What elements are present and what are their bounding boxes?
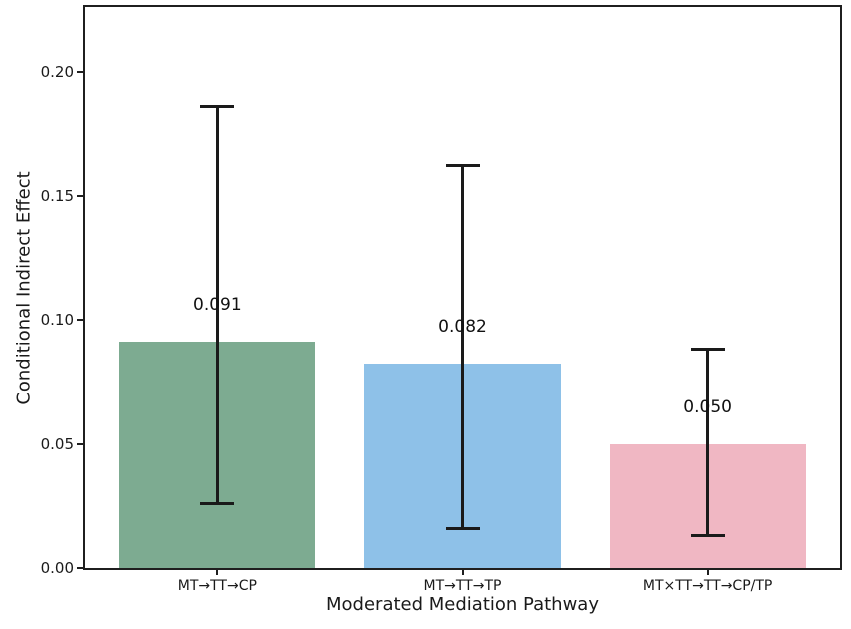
x-tick-mark-1 [216, 570, 219, 575]
x-axis-title: Moderated Mediation Pathway [326, 594, 599, 615]
y-axis-title-text: Conditional Indirect Effect [13, 171, 35, 405]
error-bar-stem-2 [461, 165, 464, 529]
error-bar-cap-top-2 [445, 164, 480, 168]
y-tick-mark-0.20 [77, 70, 83, 73]
error-bar-stem-3 [706, 349, 710, 536]
error-bar-cap-bottom-1 [200, 501, 235, 505]
x-tick-label-1: MT→TT→CP [177, 578, 257, 594]
error-bar-cap-top-3 [690, 348, 725, 352]
y-tick-label-0.00: 0.00 [40, 559, 74, 577]
bar-value-label-2: 0.082 [438, 317, 487, 338]
plot-area: 0.091 0.082 0.050 [83, 5, 842, 570]
y-tick-mark-0.00 [77, 567, 83, 569]
error-bar-cap-top-1 [200, 104, 235, 108]
y-tick-mark-0.15 [77, 194, 83, 197]
y-tick-label-0.20: 0.20 [40, 62, 74, 81]
x-tick-label-2: MT→TT→TP [423, 578, 502, 594]
y-tick-mark-0.05 [77, 442, 83, 445]
bar-value-label-1: 0.091 [193, 295, 242, 316]
y-tick-label-0.15: 0.15 [40, 186, 74, 205]
x-tick-mark-2 [461, 570, 464, 575]
error-bar-cap-bottom-3 [690, 534, 725, 538]
x-tick-mark-3 [706, 570, 709, 575]
error-bar-stem-1 [215, 106, 219, 504]
y-tick-label-0.05: 0.05 [40, 434, 74, 453]
x-tick-label-3: MT×TT→TT→CP/TP [642, 578, 773, 594]
y-tick-mark-0.10 [77, 318, 83, 321]
bar-value-label-3: 0.050 [683, 396, 732, 417]
y-tick-label-0.10: 0.10 [40, 310, 74, 329]
error-bar-cap-bottom-2 [445, 526, 480, 530]
